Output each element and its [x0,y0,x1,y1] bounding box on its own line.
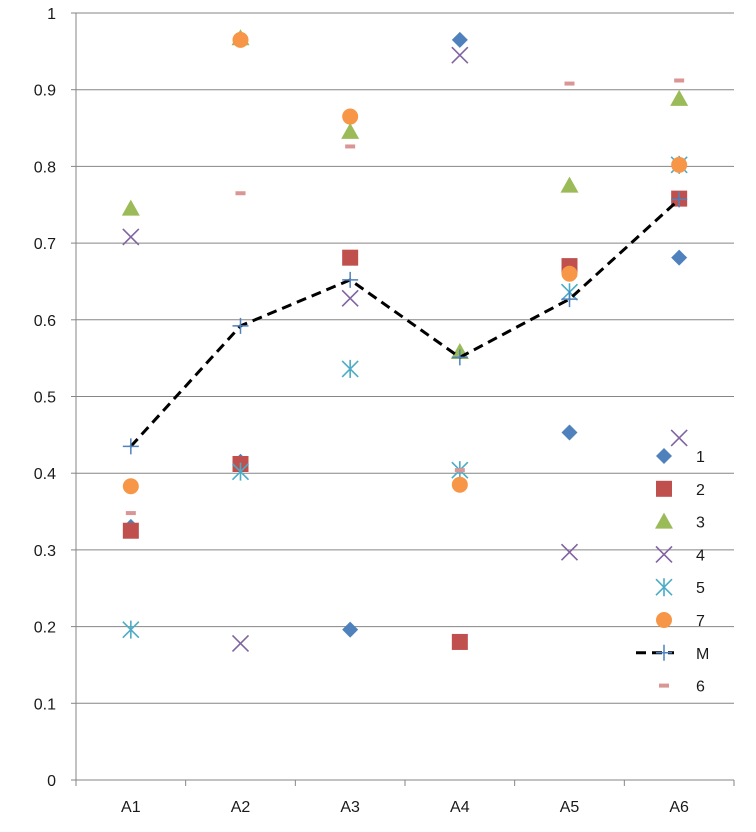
series-4 [122,46,688,653]
tick-labels: 0 0.1 0.2 0.3 0.4 0.5 0.6 0.7 0.8 0.9 1 A1 A2 A3 A4 A5 A… [34,6,689,816]
series-5 [122,155,688,639]
series-3 [121,29,689,360]
y-tick-label: 0.2 [34,620,56,637]
data-point [122,438,139,455]
data-point [342,271,359,288]
legend-label: 3 [696,515,705,532]
legend-marker [656,612,672,628]
data-point [670,89,689,106]
data-point [122,478,139,495]
data-point [561,424,578,441]
data-point [451,46,469,64]
data-point [560,176,579,193]
legend-item-4: 4 [655,545,705,564]
data-point [125,511,136,516]
legend-marker [655,545,673,563]
y-tick-label: 1 [47,6,56,23]
data-point [564,81,575,86]
legend-label: 6 [696,679,705,696]
legend-item-2: 2 [656,480,705,499]
data-point [122,522,139,539]
y-tick-label: 0.3 [34,543,56,560]
data-point [454,468,465,473]
data-point [670,429,688,447]
series-6 [125,78,685,516]
legend-marker [655,578,673,597]
legend-item-3: 3 [655,512,705,532]
y-tick-label: 0.7 [34,236,56,253]
x-tick-label: A3 [340,799,360,816]
y-tick-label: 0.9 [34,83,56,100]
axes [71,12,735,786]
data-point [671,191,688,208]
y-tick-label: 0.6 [34,313,56,330]
legend-label: 5 [696,580,705,597]
data-point [671,249,688,266]
series-M [122,191,688,455]
legend-marker [659,683,669,688]
data-point [341,359,359,378]
data-point [232,31,249,48]
series-2 [122,190,688,650]
series-1 [122,31,688,638]
plot-series [121,29,689,653]
x-tick-label: A5 [560,799,580,816]
x-tick-label: A4 [450,799,470,816]
data-point [121,199,140,216]
x-tick-label: A2 [231,799,251,816]
series-line-M [129,198,681,448]
y-tick-label: 0 [47,773,56,790]
data-point [561,265,578,282]
legend-item-7: 7 [656,612,705,630]
legend-item-6: 6 [659,679,705,696]
data-point [561,291,578,308]
y-tick-label: 0.1 [34,696,56,713]
y-tick-label: 0.5 [34,390,56,407]
data-point [232,317,249,334]
legend-label: 1 [696,449,705,466]
y-tick-label: 0.4 [34,466,56,483]
data-point [231,462,250,481]
legend-item-M: M [636,644,709,663]
legend-marker [655,512,673,529]
data-point [451,349,468,366]
x-tick-label: A6 [669,799,689,816]
data-point [342,621,359,638]
data-point [341,122,360,139]
data-point [345,144,356,149]
data-point [231,634,250,653]
legend-label: 4 [696,547,705,564]
data-point [451,476,468,493]
data-point [342,249,359,266]
series-7 [122,31,688,495]
legend-label: M [696,646,709,663]
data-point [122,228,140,246]
data-point [122,620,140,639]
data-point [451,31,468,48]
legend-marker [656,480,672,497]
legend-label: 2 [696,482,705,499]
gridlines [76,12,734,704]
legend-label: 7 [696,613,705,630]
legend-item-5: 5 [655,578,705,597]
data-point [560,543,579,561]
x-tick-label: A1 [121,799,141,816]
legend-marker [656,448,672,464]
data-point [342,108,359,125]
legend-item-1: 1 [656,448,705,466]
data-point [451,633,468,650]
data-point [235,191,246,196]
data-point [341,289,359,307]
y-tick-label: 0.8 [34,159,56,176]
legend-marker [656,644,672,661]
data-point [671,156,688,173]
data-point [674,78,685,83]
legend: 1 2 3 4 5 7 M 6 [636,448,709,696]
